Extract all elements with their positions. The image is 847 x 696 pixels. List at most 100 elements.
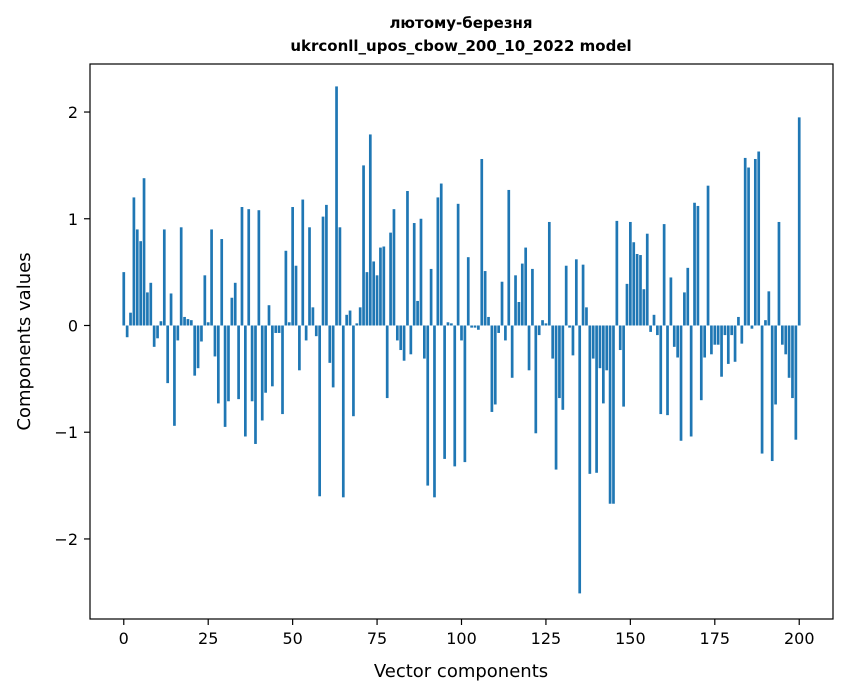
bar	[389, 232, 392, 326]
bar	[645, 233, 649, 326]
bar	[426, 325, 430, 486]
bar	[331, 325, 335, 388]
bar	[676, 325, 679, 358]
bar	[683, 292, 686, 326]
bar	[605, 325, 609, 371]
bar	[223, 325, 227, 427]
bar	[662, 224, 666, 326]
bar	[338, 227, 342, 326]
bar	[615, 220, 619, 326]
bar	[622, 325, 625, 407]
bar	[216, 325, 220, 404]
x-tick-label: 100	[446, 629, 477, 648]
bar	[206, 322, 210, 326]
bar	[240, 207, 244, 326]
bar	[372, 261, 376, 326]
bar	[453, 325, 457, 467]
bar	[132, 197, 136, 326]
bar	[726, 325, 730, 364]
bar	[233, 282, 237, 326]
y-axis-ticks: 2 1 0 −1 −2	[54, 103, 90, 549]
bar	[656, 325, 659, 336]
x-axis-ticks: 0 25 50 75 100 125 150 175 200	[119, 619, 815, 648]
bar	[544, 323, 548, 326]
bars-group	[122, 86, 801, 594]
bar	[784, 325, 788, 355]
y-tick-label: −1	[54, 423, 78, 442]
bar	[257, 210, 261, 326]
bar	[774, 325, 777, 405]
bar	[612, 325, 615, 504]
x-axis-label: Vector components	[374, 661, 548, 682]
bar	[422, 325, 426, 359]
bar	[433, 325, 436, 498]
bar	[254, 325, 257, 444]
bar	[737, 316, 740, 326]
x-tick-label: 125	[531, 629, 562, 648]
bar	[439, 183, 443, 326]
bar	[551, 325, 555, 359]
bar	[740, 325, 744, 344]
bar	[244, 325, 247, 437]
bar	[649, 325, 652, 332]
bar	[210, 229, 213, 326]
bar	[450, 323, 453, 326]
x-tick-label: 50	[282, 629, 302, 648]
bar	[625, 283, 629, 326]
bar	[156, 325, 159, 339]
bar	[699, 325, 703, 401]
bar	[764, 320, 767, 326]
bar	[325, 204, 328, 326]
bar	[318, 325, 322, 497]
bar	[558, 325, 561, 399]
bar	[287, 322, 291, 326]
bar	[142, 178, 146, 326]
y-tick-label: −2	[54, 530, 78, 549]
bar	[500, 281, 504, 326]
bar	[669, 277, 673, 326]
bar	[497, 325, 501, 333]
bar	[477, 325, 480, 330]
bar	[507, 189, 511, 326]
bar	[679, 325, 683, 441]
bar	[419, 218, 423, 326]
bar	[473, 325, 477, 328]
bar	[362, 165, 365, 326]
bar	[585, 307, 588, 326]
bar	[304, 325, 308, 341]
bar	[598, 325, 602, 369]
bar	[247, 209, 251, 326]
bar	[298, 325, 301, 371]
bar	[301, 199, 305, 326]
bar	[213, 325, 217, 357]
x-tick-label: 0	[119, 629, 129, 648]
bar	[200, 325, 203, 342]
bar	[260, 325, 264, 421]
bar	[537, 325, 541, 336]
bar	[652, 314, 656, 326]
bar	[162, 229, 166, 326]
bar	[173, 325, 176, 426]
bar	[146, 292, 149, 326]
bar	[429, 268, 433, 326]
bar	[578, 325, 582, 594]
bar	[710, 325, 713, 355]
bar	[409, 325, 413, 355]
bar	[443, 325, 446, 459]
bar	[436, 197, 440, 326]
bar	[720, 325, 723, 377]
bar	[129, 312, 132, 326]
bar	[166, 325, 170, 384]
bar	[493, 325, 497, 405]
bar	[463, 325, 467, 463]
bar	[281, 325, 284, 415]
bar	[639, 255, 642, 326]
bar	[541, 320, 544, 326]
bar	[159, 321, 163, 326]
bar	[618, 325, 622, 351]
bar	[271, 325, 274, 387]
bar	[672, 325, 676, 347]
bar	[601, 325, 605, 404]
bar	[696, 205, 700, 326]
bar	[504, 325, 507, 341]
